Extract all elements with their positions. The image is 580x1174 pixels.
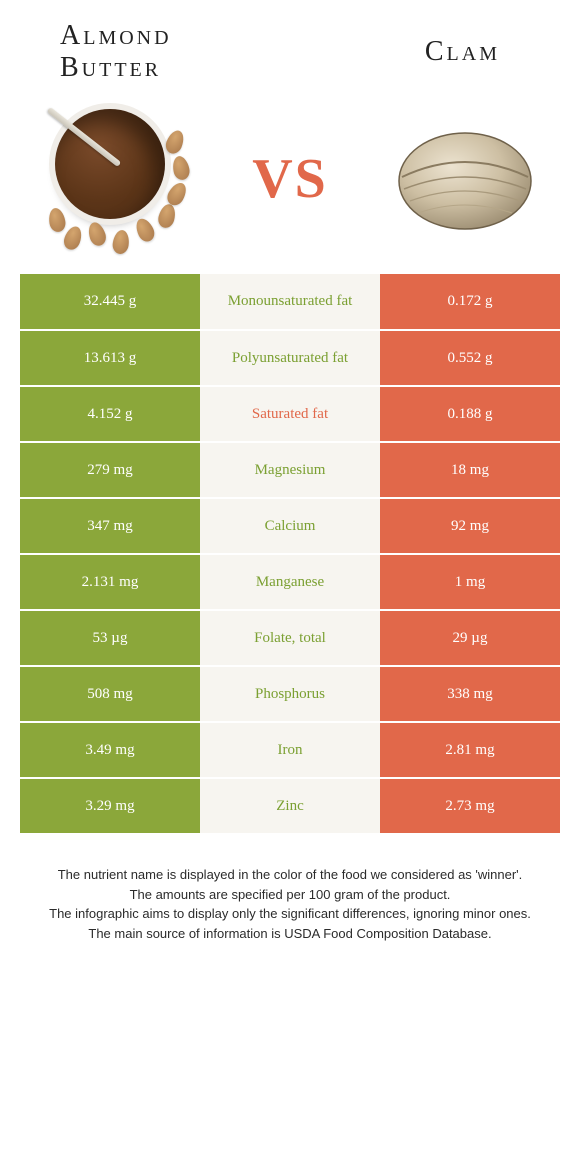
table-row: 53 µgFolate, total29 µg [20, 610, 560, 666]
left-value: 4.152 g [20, 386, 200, 442]
right-value: 1 mg [380, 554, 560, 610]
images-row: VS [0, 94, 580, 274]
right-value: 2.73 mg [380, 778, 560, 834]
clam-icon [390, 119, 540, 239]
nutrient-label: Phosphorus [200, 666, 380, 722]
almond-butter-image [40, 104, 190, 254]
table-row: 32.445 gMonounsaturated fat0.172 g [20, 274, 560, 330]
table-row: 347 mgCalcium92 mg [20, 498, 560, 554]
left-title-line1: Almond [60, 20, 172, 51]
left-value: 13.613 g [20, 330, 200, 386]
right-value: 29 µg [380, 610, 560, 666]
left-value: 53 µg [20, 610, 200, 666]
nutrient-table: 32.445 gMonounsaturated fat0.172 g13.613… [20, 274, 560, 835]
table-row: 4.152 gSaturated fat0.188 g [20, 386, 560, 442]
footer-line-4: The main source of information is USDA F… [40, 924, 540, 944]
left-value: 3.49 mg [20, 722, 200, 778]
table-row: 508 mgPhosphorus338 mg [20, 666, 560, 722]
right-value: 18 mg [380, 442, 560, 498]
header: Almond Butter Clam [0, 0, 580, 94]
nutrient-label: Polyunsaturated fat [200, 330, 380, 386]
nutrient-label: Monounsaturated fat [200, 274, 380, 330]
left-value: 3.29 mg [20, 778, 200, 834]
footer-line-2: The amounts are specified per 100 gram o… [40, 885, 540, 905]
left-value: 347 mg [20, 498, 200, 554]
table-row: 13.613 gPolyunsaturated fat0.552 g [20, 330, 560, 386]
nutrient-label: Saturated fat [200, 386, 380, 442]
table-row: 279 mgMagnesium18 mg [20, 442, 560, 498]
clam-image [390, 104, 540, 254]
left-value: 279 mg [20, 442, 200, 498]
left-food-title: Almond Butter [50, 20, 280, 84]
right-value: 0.188 g [380, 386, 560, 442]
right-value: 0.172 g [380, 274, 560, 330]
footer-line-3: The infographic aims to display only the… [40, 904, 540, 924]
right-value: 338 mg [380, 666, 560, 722]
left-value: 2.131 mg [20, 554, 200, 610]
table-row: 3.49 mgIron2.81 mg [20, 722, 560, 778]
right-food-title: Clam [280, 36, 530, 68]
footer-notes: The nutrient name is displayed in the co… [0, 835, 580, 943]
nutrient-label: Manganese [200, 554, 380, 610]
nutrient-label: Iron [200, 722, 380, 778]
nutrient-label: Magnesium [200, 442, 380, 498]
nutrient-label: Zinc [200, 778, 380, 834]
vs-label: VS [252, 147, 328, 211]
footer-line-1: The nutrient name is displayed in the co… [40, 865, 540, 885]
nutrient-label: Folate, total [200, 610, 380, 666]
left-value: 508 mg [20, 666, 200, 722]
right-value: 2.81 mg [380, 722, 560, 778]
right-value: 0.552 g [380, 330, 560, 386]
table-row: 2.131 mgManganese1 mg [20, 554, 560, 610]
table-row: 3.29 mgZinc2.73 mg [20, 778, 560, 834]
left-title-line2: Butter [60, 52, 161, 83]
right-value: 92 mg [380, 498, 560, 554]
left-value: 32.445 g [20, 274, 200, 330]
nutrient-label: Calcium [200, 498, 380, 554]
